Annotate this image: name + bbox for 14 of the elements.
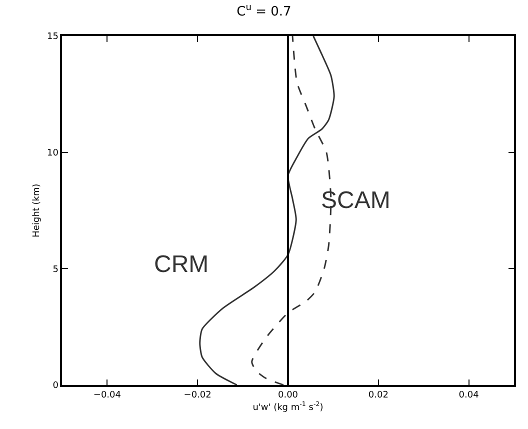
y-axis-title: Height (km) [32,184,42,238]
y-tick-label: 10 [46,148,59,158]
y-tick-label: 0 [52,381,59,392]
x-tick-label: −0.04 [93,390,122,401]
y-tick-label: 5 [52,264,58,275]
x-axis-title: u'w' (kg m$^{-1}$ s$^{-2}$) [252,401,324,413]
chart-title: C$^{u}$ = 0.7 [236,3,292,20]
series-label: CRM [154,251,209,278]
y-tick-label: 15 [46,32,58,42]
x-tick-label: 0.02 [368,390,388,401]
x-tick-label: −0.02 [184,390,212,401]
x-tick-label: 0.04 [458,390,480,401]
series-label: SCAM [321,187,390,214]
x-tick-label: 0.00 [278,390,298,401]
